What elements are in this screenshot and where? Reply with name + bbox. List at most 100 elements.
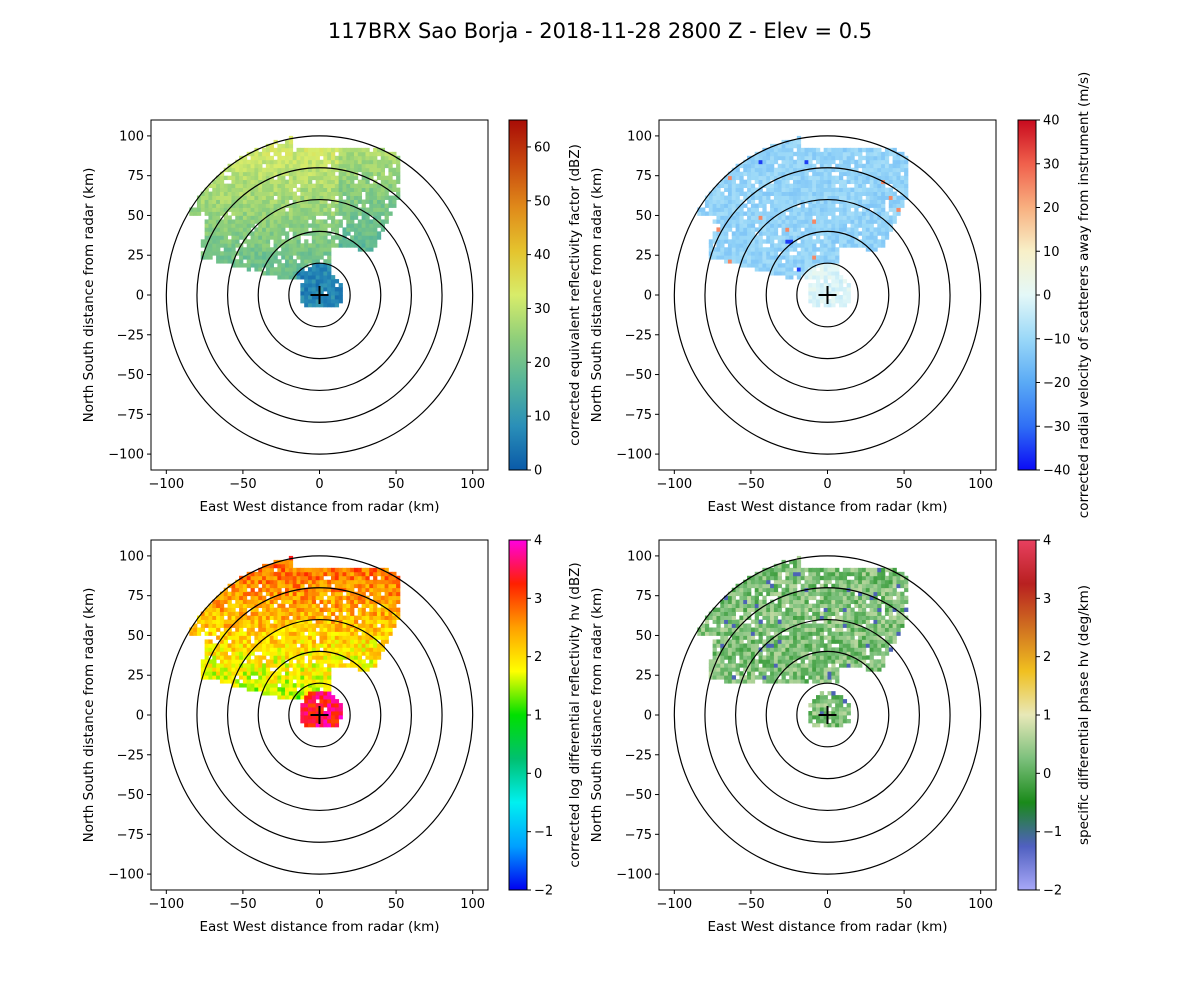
colorbar-tick-label: 0 (1043, 289, 1051, 304)
colorbar-tick-label: −40 (1043, 464, 1070, 479)
radar-data-field (189, 555, 401, 728)
colorbar-tick-label: 10 (1043, 245, 1060, 260)
y-tick-label: 50 (127, 629, 144, 644)
y-tick-label: 100 (119, 549, 144, 564)
radar-data-field (189, 135, 401, 308)
x-tick-label: −100 (656, 897, 692, 912)
colorbar-tick-label: 40 (534, 248, 551, 263)
radar-data-field (697, 555, 909, 728)
range-ring (257, 650, 382, 780)
y-tick-label: −100 (616, 868, 652, 883)
y-tick-label: 50 (635, 629, 652, 644)
range-ring (196, 587, 443, 843)
x-tick-label: −100 (656, 477, 692, 492)
colorbar-tick-label: 0 (534, 464, 542, 479)
colorbar-tick-label: 4 (1043, 534, 1051, 549)
range-ring (165, 555, 474, 875)
x-tick-label: −50 (737, 477, 764, 492)
y-axis-label: North South distance from radar (km) (81, 168, 97, 423)
y-axis-label: North South distance from radar (km) (589, 168, 605, 423)
x-axis-label: East West distance from radar (km) (707, 919, 947, 935)
radar-data-field (697, 135, 909, 308)
colorbar-tick-label: 50 (534, 194, 551, 209)
colorbar-tick-label: 3 (534, 592, 542, 607)
range-ring (673, 555, 982, 875)
range-ring (196, 167, 443, 423)
y-tick-label: 50 (127, 209, 144, 224)
colorbar-tick-label: 1 (534, 709, 542, 724)
x-tick-label: 50 (388, 897, 405, 912)
y-tick-label: 0 (644, 709, 652, 724)
colorbar-tick-label: 1 (1043, 709, 1051, 724)
colorbar-tick-label: 4 (534, 534, 542, 549)
range-ring (673, 135, 982, 455)
x-tick-label: −100 (148, 477, 184, 492)
x-tick-label: 100 (968, 897, 993, 912)
range-ring (796, 682, 859, 748)
y-tick-label: −75 (117, 828, 144, 843)
range-ring (257, 230, 382, 360)
colorbar-label: corrected radial velocity of scatterers … (1076, 72, 1092, 518)
y-tick-label: −25 (625, 748, 652, 763)
y-tick-label: 0 (136, 709, 144, 724)
colorbar-tick-label: −1 (1043, 825, 1062, 840)
range-ring (734, 618, 921, 812)
colorbar-tick-label: 20 (534, 356, 551, 371)
x-axis-label: East West distance from radar (km) (707, 499, 947, 515)
y-axis-label: North South distance from radar (km) (81, 588, 97, 843)
x-tick-label: −50 (737, 897, 764, 912)
y-tick-label: 25 (635, 669, 652, 684)
colorbar-tick-label: −20 (1043, 376, 1070, 391)
colorbar-tick-label: 10 (534, 410, 551, 425)
range-ring (288, 262, 351, 328)
y-tick-label: 75 (127, 589, 144, 604)
colorbar (1017, 119, 1037, 471)
x-tick-label: 50 (896, 897, 913, 912)
colorbar-label: corrected log differential reflectivity … (567, 562, 583, 867)
radar-panel-reflectivity: −100 −50 0 50 100−100−75−50−250255075100East… (81, 119, 583, 515)
y-tick-label: 75 (635, 169, 652, 184)
colorbar-tick-label: 30 (534, 302, 551, 317)
y-tick-label: −25 (117, 328, 144, 343)
x-tick-label: 50 (896, 477, 913, 492)
radar-panel-velocity: −100 −50 0 50 100−100−75−50−250255075100East… (589, 72, 1092, 518)
y-tick-label: −25 (625, 328, 652, 343)
colorbar-tick-label: 3 (1043, 592, 1051, 607)
figure-title: 117BRX Sao Borja - 2018-11-28 2800 Z - E… (328, 19, 872, 43)
colorbar-tick-label: 2 (1043, 650, 1051, 665)
x-tick-label: 0 (315, 897, 323, 912)
y-tick-label: −100 (616, 448, 652, 463)
range-ring (704, 587, 951, 843)
colorbar-tick-label: 2 (534, 650, 542, 665)
colorbar (508, 539, 528, 891)
colorbar (508, 119, 528, 471)
range-ring (765, 230, 890, 360)
y-tick-label: 100 (627, 129, 652, 144)
colorbar-tick-label: 40 (1043, 114, 1060, 129)
y-tick-label: −75 (625, 408, 652, 423)
y-tick-label: 25 (127, 249, 144, 264)
colorbar-tick-label: −2 (1043, 884, 1062, 899)
x-tick-label: −50 (229, 477, 256, 492)
colorbar-tick-label: 0 (534, 767, 542, 782)
x-tick-label: −50 (229, 897, 256, 912)
y-tick-label: −50 (625, 788, 652, 803)
x-tick-label: 50 (388, 477, 405, 492)
x-tick-label: 100 (460, 477, 485, 492)
y-tick-label: −100 (108, 448, 144, 463)
y-tick-label: 100 (627, 549, 652, 564)
range-ring (704, 167, 951, 423)
colorbar-tick-label: −1 (534, 825, 553, 840)
colorbar-label: corrected equivalent reflectivity factor… (567, 144, 583, 446)
y-tick-label: −50 (625, 368, 652, 383)
x-tick-label: 100 (968, 477, 993, 492)
y-tick-label: 100 (119, 129, 144, 144)
colorbar-tick-label: −30 (1043, 420, 1070, 435)
y-tick-label: −25 (117, 748, 144, 763)
colorbar-tick-label: 60 (534, 140, 551, 155)
x-tick-label: 100 (460, 897, 485, 912)
y-tick-label: 50 (635, 209, 652, 224)
y-tick-label: −75 (117, 408, 144, 423)
y-tick-label: −50 (117, 788, 144, 803)
x-tick-label: 0 (823, 477, 831, 492)
